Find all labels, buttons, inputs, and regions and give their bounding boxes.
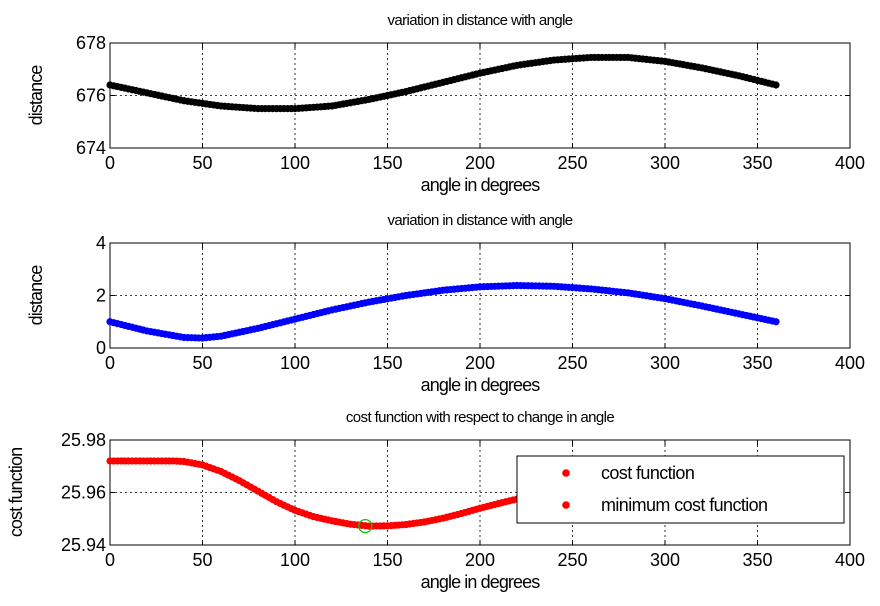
- x-tick-label: 150: [372, 353, 402, 373]
- x-tick-label: 150: [372, 153, 402, 173]
- y-tick-label: 674: [76, 138, 106, 158]
- x-tick-label: 100: [280, 353, 310, 373]
- y-tick-label: 676: [76, 86, 106, 106]
- y-axis-label: distance: [26, 265, 46, 326]
- legend: cost function minimum cost function: [516, 455, 845, 524]
- x-tick-label: 300: [650, 550, 680, 570]
- x-tick-label: 400: [835, 153, 865, 173]
- x-tick-label: 250: [557, 550, 587, 570]
- x-axis-label: angle in degrees: [421, 375, 541, 395]
- x-tick-label: 250: [557, 353, 587, 373]
- x-tick-label: 350: [742, 153, 772, 173]
- x-tick-label: 50: [192, 153, 212, 173]
- y-tick-label: 25.98: [61, 430, 106, 450]
- subplot-1: 0 50 100 150 200 250 300 350 400 674 676 678 variati…: [26, 12, 865, 195]
- x-tick-label: 150: [372, 550, 402, 570]
- legend-marker: [562, 501, 570, 509]
- x-tick-label: 300: [650, 153, 680, 173]
- x-tick-label: 0: [105, 353, 115, 373]
- y-tick-label: 2: [96, 286, 106, 306]
- minimum-marker: [358, 518, 373, 534]
- legend-label: minimum cost function: [601, 495, 767, 515]
- data-point: [772, 318, 780, 326]
- y-axis-label: distance: [26, 65, 46, 126]
- x-tick-label: 50: [192, 550, 212, 570]
- x-tick-label: 350: [742, 353, 772, 373]
- y-axis-label: cost function: [6, 448, 26, 537]
- chart-title: variation in distance with angle: [387, 212, 572, 229]
- x-tick-label: 400: [835, 353, 865, 373]
- x-tick-label: 100: [280, 153, 310, 173]
- x-tick-label: 100: [280, 550, 310, 570]
- y-tick-label: 25.94: [61, 535, 106, 555]
- chart-title: variation in distance with angle: [387, 12, 572, 29]
- data-point: [772, 81, 780, 89]
- x-tick-label: 350: [742, 550, 772, 570]
- subplot-3: 0 50 100 150 200 250 300 350 400 25.94 25.96 25.98 c…: [6, 409, 865, 592]
- legend-marker: [562, 469, 570, 477]
- x-tick-label: 50: [192, 353, 212, 373]
- series-1: [106, 53, 780, 113]
- chart-title: cost function with respect to change in …: [346, 409, 614, 426]
- x-tick-label: 200: [465, 550, 495, 570]
- series-minimum-cost-function: [358, 518, 373, 534]
- x-tick-label: 400: [835, 550, 865, 570]
- x-tick-label: 200: [465, 353, 495, 373]
- y-tick-label: 0: [96, 338, 106, 358]
- y-tick-label: 4: [96, 233, 106, 253]
- series-1: [106, 281, 780, 342]
- x-axis-label: angle in degrees: [421, 175, 541, 195]
- legend-label: cost function: [601, 463, 694, 483]
- subplot-2: 0 50 100 150 200 250 300 350 400 0 2 4 variation in …: [26, 212, 865, 395]
- x-tick-label: 0: [105, 550, 115, 570]
- y-tick-label: 25.96: [61, 483, 106, 503]
- x-tick-label: 250: [557, 153, 587, 173]
- x-tick-label: 300: [650, 353, 680, 373]
- x-tick-label: 0: [105, 153, 115, 173]
- y-tick-label: 678: [76, 33, 106, 53]
- x-axis-label: angle in degrees: [421, 572, 541, 592]
- legend-box: [516, 455, 845, 524]
- x-tick-label: 200: [465, 153, 495, 173]
